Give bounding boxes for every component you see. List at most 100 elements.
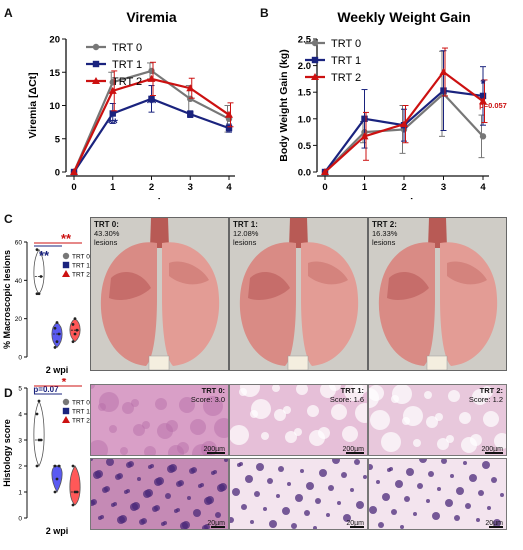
histology-low-mag-0: TRT 0: Score: 3.0 200µm <box>90 384 229 456</box>
data-point <box>225 110 233 118</box>
legend-label: TRT 1 <box>112 59 142 71</box>
legend-marker <box>92 43 100 51</box>
y-tick-label: 2.0 <box>298 61 311 72</box>
significance-label: ** <box>146 95 157 110</box>
x-tick-label: 0 <box>322 182 327 193</box>
lung-lesion-sub: lesions <box>94 238 118 247</box>
y-tick-label: 10 <box>49 101 60 112</box>
violin-point <box>53 346 57 349</box>
x-tick-label: 2 <box>149 182 154 193</box>
y-tick-label: 20 <box>49 35 60 46</box>
x-tick-label: 2 <box>401 182 406 193</box>
violin-point <box>75 328 79 332</box>
violin-trt-1 <box>51 322 63 348</box>
legend-label: TRT 2 <box>112 76 142 88</box>
data-point <box>70 168 78 175</box>
y-tick-label: 0.5 <box>298 141 312 152</box>
violin-point <box>57 332 61 336</box>
histology-high-mag-2: 20µm <box>368 458 507 530</box>
scale-bar-label: 200µm <box>342 446 364 453</box>
data-point <box>479 92 487 100</box>
x-axis-label: wpi <box>141 197 160 200</box>
data-point <box>187 95 194 103</box>
violin-point <box>73 490 77 494</box>
lung-photo-2: TRT 2: 16.33% lesions <box>368 217 507 371</box>
legend-label: TRT 0 <box>112 42 142 54</box>
data-point <box>148 95 155 103</box>
violin-point <box>37 399 41 403</box>
violin-point <box>37 292 41 296</box>
panel-letter-b: B <box>260 6 269 20</box>
scale-bar-label: 20µm <box>485 520 503 527</box>
scale-bar <box>350 526 364 528</box>
lung-photo-1: TRT 1: 12.08% lesions <box>229 217 368 371</box>
data-point <box>225 124 233 132</box>
lung-photo-title: TRT 1: <box>233 220 258 229</box>
violin-point <box>57 464 61 468</box>
legend-marker <box>92 60 100 68</box>
weight-gain-chart: Weekly Weight Gain 0.0 0.5 1.0 1.5 2.0 2.5 0 1 2 3… <box>278 9 507 200</box>
data-point <box>147 74 156 82</box>
legend-label: TRT 0 <box>72 400 90 407</box>
y-axis-label: % Macroscopic lesions <box>2 250 12 349</box>
significance-label: * <box>480 76 486 91</box>
significance-label: * <box>62 378 67 389</box>
violin-point <box>35 248 39 252</box>
x-tick-label: 4 <box>226 182 232 193</box>
y-tick-label: 15 <box>49 68 60 79</box>
y-tick-label: 2.5 <box>298 35 312 46</box>
viremia-chart: Viremia 0 5 10 15 20 0 1 2 3 4 wpi Viremia [ΔCt] ** **… <box>27 9 235 200</box>
scale-bar-label: 200µm <box>481 446 503 453</box>
data-point <box>400 120 408 128</box>
y-tick-label: 1.0 <box>298 114 311 125</box>
y-tick-label: 2 <box>18 464 22 471</box>
significance-label: p=0.057 <box>479 101 507 110</box>
violin-point <box>55 477 59 481</box>
lung-photo-title: TRT 0: <box>94 220 119 229</box>
x-tick-label: 1 <box>110 182 116 193</box>
histology-score-violin: 0 1 2 3 4 5 Histology score 2 wpi TRT 0 TRT 1 TRT … <box>2 378 90 536</box>
scale-bar-label: 200µm <box>203 446 225 453</box>
legend-marker <box>62 252 70 260</box>
violin-trt-2 <box>69 465 81 506</box>
chart-title: Viremia <box>126 9 177 25</box>
x-tick-label: 1 <box>362 182 368 193</box>
scale-bar-label: 20µm <box>207 520 225 527</box>
macroscopic-lesions-violin: 0 20 40 60% Macroscopic lesions 2 wpi TRT 0 TR… <box>2 231 90 375</box>
histology-high-mag-1: 20µm <box>229 458 368 530</box>
histology-low-mag-1: TRT 1: Score: 1.6 200µm <box>229 384 368 456</box>
lung-illustration <box>369 218 506 370</box>
data-point <box>187 110 194 118</box>
histology-score: Score: 1.6 <box>329 395 364 404</box>
x-axis-label: 2 wpi <box>46 365 69 375</box>
histology-title: TRT 2: <box>479 386 503 395</box>
lung-photo-title: TRT 2: <box>372 220 397 229</box>
x-axis-label: wpi <box>394 197 413 200</box>
histology-title: TRT 1: <box>340 386 364 395</box>
y-tick-label: 0.0 <box>298 168 311 179</box>
data-point <box>479 97 487 105</box>
chart-title: Weekly Weight Gain <box>337 9 470 25</box>
tissue-texture <box>369 385 506 453</box>
data-point <box>148 67 155 75</box>
legend-marker <box>92 77 100 84</box>
tissue-texture <box>230 385 367 446</box>
legend-marker <box>62 270 70 277</box>
y-tick-label: 0 <box>55 168 60 179</box>
cell-texture <box>91 459 228 529</box>
violin-point <box>35 412 39 416</box>
lung-lesion-value: 43.30% <box>94 229 120 238</box>
scale-bar-label: 20µm <box>346 520 364 527</box>
data-point <box>109 110 116 117</box>
violin-trt-0 <box>33 400 45 467</box>
y-tick-label: 1 <box>18 490 22 497</box>
y-tick-label: 0 <box>18 516 22 523</box>
violin-point <box>35 464 39 468</box>
x-tick-label: 0 <box>71 182 76 193</box>
legend-marker <box>62 398 70 406</box>
legend-label: TRT 2 <box>331 72 361 84</box>
y-tick-label: 20 <box>15 316 23 323</box>
x-tick-label: 3 <box>441 182 446 193</box>
data-point <box>361 115 368 122</box>
violin-point <box>73 317 77 321</box>
